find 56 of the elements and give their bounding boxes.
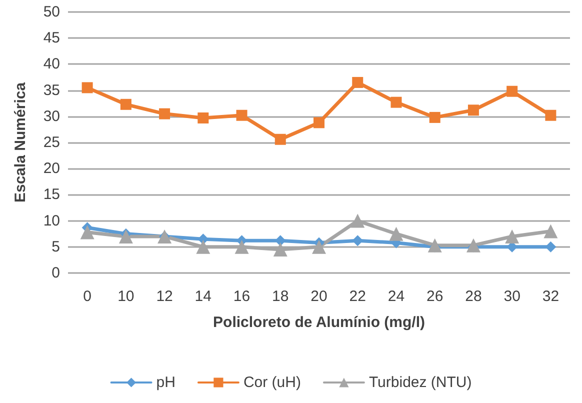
point — [234, 240, 249, 254]
x-tick-label: 26 — [426, 288, 444, 305]
x-tick-label: 14 — [194, 288, 212, 305]
point — [390, 96, 402, 108]
y-tick-label: 5 — [52, 238, 60, 256]
x-tick-label: 20 — [310, 288, 328, 305]
point — [314, 117, 324, 128]
y-tick-label: 35 — [43, 82, 60, 99]
y-tick-label: 0 — [52, 264, 60, 282]
x-tick-label: 22 — [349, 288, 366, 305]
x-tick-label: 10 — [118, 288, 134, 305]
x-tick-label: 12 — [156, 288, 173, 305]
y-tick-label: 10 — [43, 212, 60, 230]
x-tick-label: 16 — [233, 288, 250, 305]
y-tick-label: 15 — [43, 186, 60, 204]
point — [466, 238, 480, 252]
point — [273, 242, 288, 257]
x-tick-label: 0 — [83, 288, 92, 305]
point — [274, 134, 286, 145]
point — [159, 108, 170, 120]
point — [352, 235, 364, 246]
x-tick-label: 18 — [272, 288, 289, 305]
point — [312, 240, 326, 254]
point — [196, 240, 210, 254]
y-tick-label: 20 — [43, 160, 60, 178]
y-tick-label: 25 — [43, 134, 60, 151]
x-tick-label: 30 — [504, 288, 520, 305]
point — [236, 110, 248, 121]
x-axis-title: Policloreto de Alumínio (mg/l) — [213, 314, 425, 331]
point — [198, 112, 209, 124]
point — [505, 229, 520, 244]
point — [545, 110, 556, 121]
point — [389, 226, 404, 241]
y-tick-label: 30 — [43, 108, 60, 125]
point — [352, 76, 364, 88]
x-tick-label: 24 — [388, 288, 405, 305]
legend-label: Turbidez (NTU) — [368, 374, 472, 391]
point — [350, 214, 365, 228]
legend-label: pH — [156, 374, 176, 391]
point — [118, 229, 133, 244]
point — [120, 98, 132, 110]
point — [545, 241, 556, 252]
x-tick-label: 28 — [465, 288, 482, 305]
point — [468, 104, 479, 116]
y-tick-label: 45 — [43, 30, 60, 47]
point — [82, 82, 93, 94]
legend-label: Cor (uH) — [243, 374, 301, 391]
point — [506, 86, 518, 97]
point — [429, 112, 440, 123]
point — [80, 225, 94, 240]
y-axis-title: Escala Numérica — [12, 82, 29, 203]
point — [544, 224, 558, 238]
y-tick-label: 50 — [43, 4, 60, 20]
y-tick-label: 40 — [43, 56, 60, 73]
point — [428, 238, 442, 252]
x-tick-label: 32 — [542, 288, 560, 305]
